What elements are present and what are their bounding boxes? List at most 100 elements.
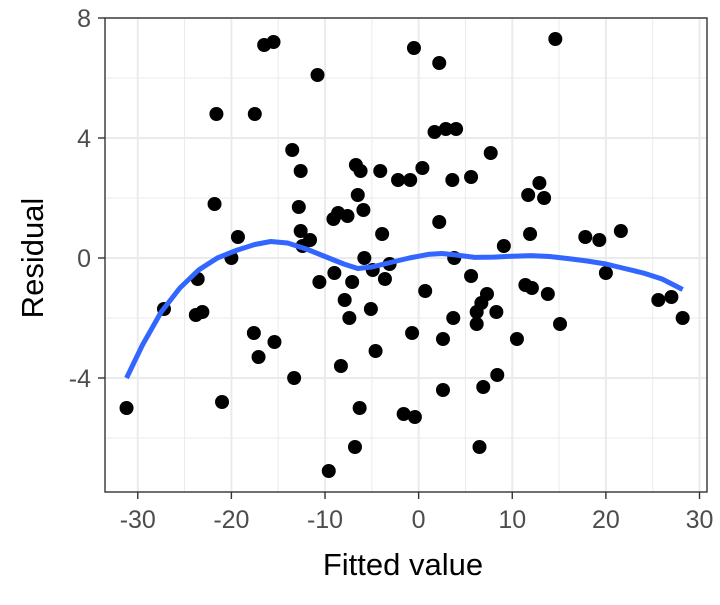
scatter-point — [246, 326, 261, 340]
scatter-point — [435, 383, 450, 397]
scatter-point — [195, 305, 210, 319]
scatter-point — [333, 359, 348, 373]
smooth-curve-layer — [124, 239, 684, 380]
x-tick-label: 10 — [498, 506, 526, 534]
scatter-point — [285, 143, 300, 157]
scatter-point — [293, 164, 308, 178]
scatter-point — [446, 311, 461, 325]
scatter-point — [548, 32, 563, 46]
scatter-point — [664, 290, 679, 304]
scatter-point — [312, 275, 327, 289]
scatter-point — [230, 230, 245, 244]
scatter-point — [490, 368, 505, 382]
y-tick-label: 8 — [77, 5, 91, 33]
scatter-point — [357, 251, 372, 265]
scatter-point — [472, 440, 487, 454]
scatter-point — [340, 209, 355, 223]
scatter-point — [373, 164, 388, 178]
scatter-point — [303, 233, 318, 247]
scatter-point — [337, 293, 352, 307]
scatter-point — [247, 107, 262, 121]
scatter-point — [267, 335, 282, 349]
scatter-point — [418, 284, 433, 298]
scatter-point — [651, 293, 666, 307]
panel-border — [104, 17, 708, 493]
smooth-curve — [124, 239, 684, 380]
scatter-point — [469, 317, 484, 331]
x-axis-title: Fitted value — [323, 547, 483, 582]
scatter-point — [215, 395, 230, 409]
scatter-point — [483, 146, 498, 160]
scatter-point — [464, 170, 479, 184]
x-tick-label: -20 — [213, 506, 249, 534]
scatter-point — [435, 332, 450, 346]
scatter-point — [350, 188, 365, 202]
scatter-point — [287, 371, 302, 385]
scatter-point — [377, 272, 392, 286]
scatter-point — [405, 326, 420, 340]
scatter-point — [342, 311, 357, 325]
scatter-point — [353, 164, 368, 178]
scatter-point — [592, 233, 607, 247]
scatter-point — [310, 68, 325, 82]
scatter-point — [407, 410, 422, 424]
scatter-point — [427, 125, 442, 139]
x-tick-label: 0 — [412, 506, 426, 534]
scatter-point — [432, 215, 447, 229]
scatter-point — [479, 287, 494, 301]
scatter-point — [207, 197, 222, 211]
scatter-point — [119, 401, 134, 415]
scatter-point — [375, 227, 390, 241]
scatter-point — [521, 188, 536, 202]
scatter-point — [598, 266, 613, 280]
x-tick-label: -30 — [120, 506, 156, 534]
scatter-point — [532, 176, 547, 190]
scatter-point — [293, 224, 308, 238]
scatter-point — [321, 464, 336, 478]
scatter-point — [489, 305, 504, 319]
x-tick-label: -10 — [307, 506, 343, 534]
scatter-point — [396, 407, 411, 421]
scatter-point — [445, 173, 460, 187]
scatter-point — [327, 266, 342, 280]
scatter-point — [438, 122, 453, 136]
y-axis-title: Residual — [15, 198, 50, 319]
scatter-point — [352, 401, 367, 415]
scatter-point — [613, 224, 628, 238]
axes-layer: -30 -20 -10 0 10 20 30 -4 0 4 8 — [69, 5, 714, 534]
scatter-point — [464, 269, 479, 283]
y-tick-label: 4 — [77, 125, 91, 153]
scatter-points-layer — [119, 32, 690, 478]
scatter-point — [476, 380, 491, 394]
scatter-point — [347, 440, 362, 454]
scatter-point — [537, 191, 552, 205]
scatter-point — [291, 200, 306, 214]
scatter-point — [523, 227, 538, 241]
scatter-point — [368, 344, 383, 358]
scatter-point — [363, 302, 378, 316]
scatter-point — [449, 122, 464, 136]
scatter-point — [266, 35, 281, 49]
x-tick-label: 30 — [686, 506, 714, 534]
scatter-point — [251, 350, 266, 364]
scatter-point — [675, 311, 690, 325]
scatter-point — [415, 161, 430, 175]
scatter-point — [540, 287, 555, 301]
scatter-point — [403, 173, 418, 187]
scatter-point — [209, 107, 224, 121]
scatter-point — [524, 281, 539, 295]
scatter-point — [578, 230, 593, 244]
y-tick-label: -4 — [69, 365, 91, 393]
scatter-point — [496, 239, 511, 253]
scatter-point — [391, 173, 406, 187]
y-tick-label: 0 — [77, 245, 91, 273]
scatter-point — [432, 56, 447, 70]
scatter-point — [509, 332, 524, 346]
scatter-point — [553, 317, 568, 331]
scatter-point — [345, 275, 360, 289]
scatter-point — [356, 203, 371, 217]
x-tick-label: 20 — [592, 506, 620, 534]
